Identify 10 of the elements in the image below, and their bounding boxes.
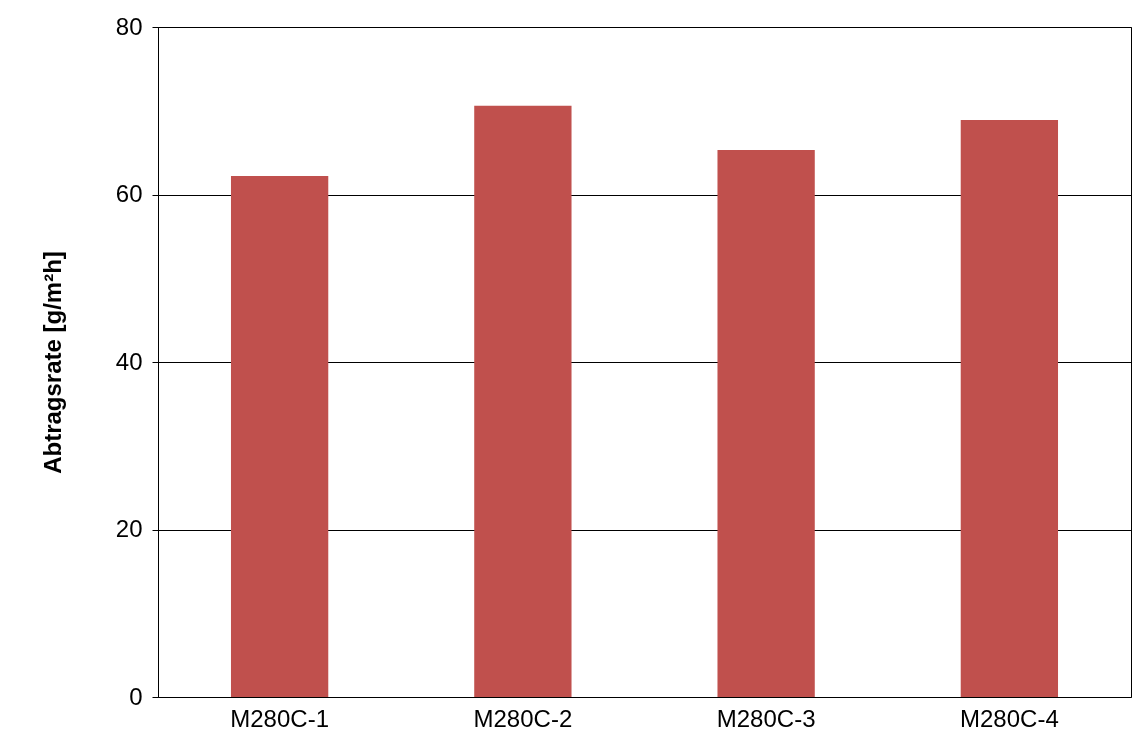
y-tick-label: 0 xyxy=(129,682,143,710)
x-tick-label: M280C-4 xyxy=(960,704,1059,732)
x-tick-label: M280C-3 xyxy=(716,704,816,732)
y-tick-label: 60 xyxy=(115,180,143,207)
x-tick-label: M280C-2 xyxy=(473,704,573,732)
y-tick-label: 40 xyxy=(115,347,143,375)
y-axis-title: Abtragsrate [g/m²h] xyxy=(38,251,66,474)
x-tick-label: M280C-1 xyxy=(230,704,329,732)
y-tick-label: 20 xyxy=(115,515,143,542)
y-tick-label: 80 xyxy=(115,12,143,40)
